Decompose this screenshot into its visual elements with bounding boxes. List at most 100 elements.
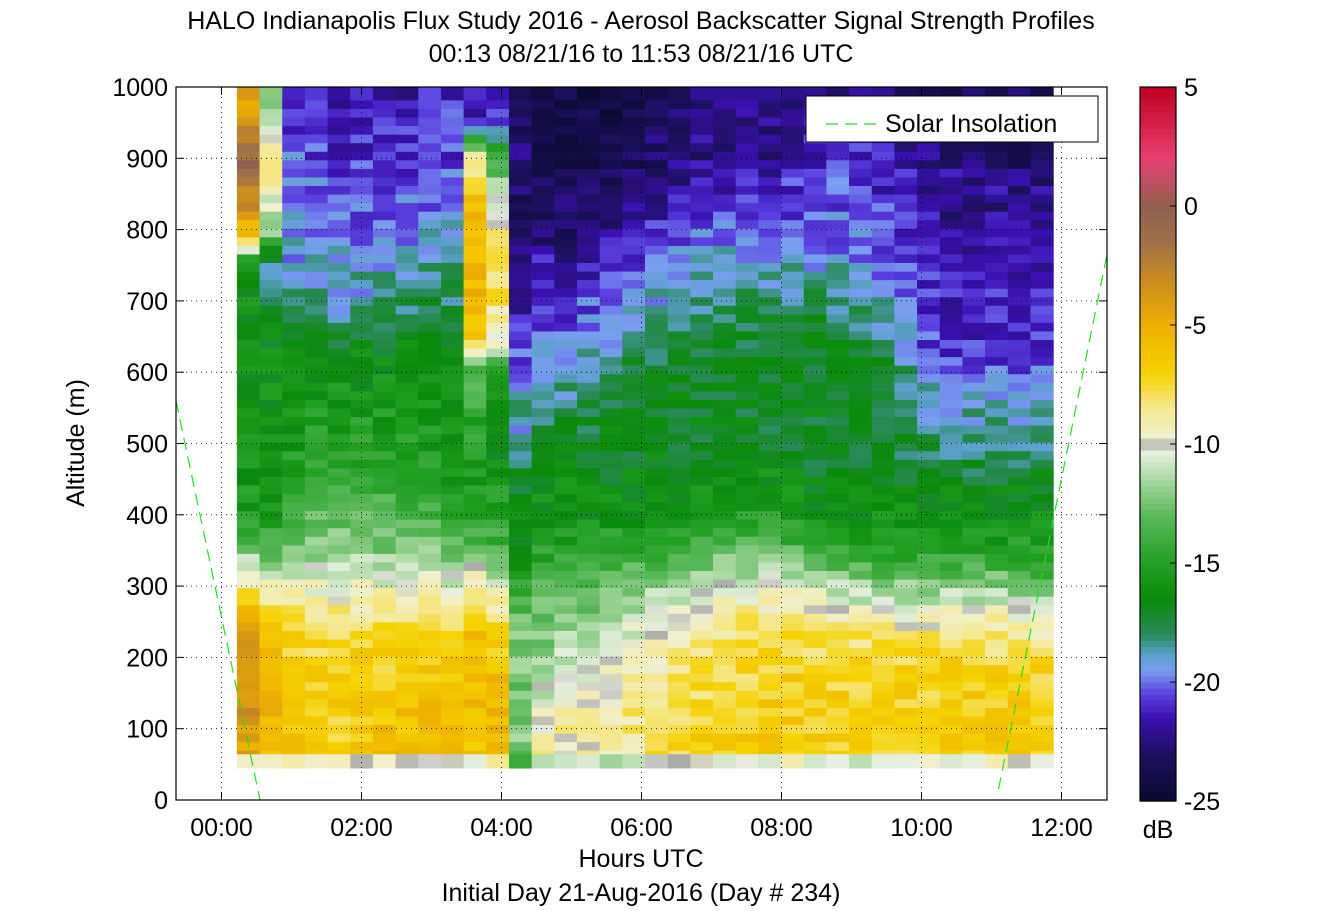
heatmap-cell [622, 450, 646, 460]
heatmap-cell [849, 347, 873, 358]
heatmap-cell [826, 613, 850, 623]
heatmap-cell [826, 185, 850, 195]
heatmap-cell [327, 450, 351, 460]
heatmap-cell [826, 176, 850, 186]
heatmap-cell [463, 108, 487, 118]
heatmap-cell [690, 753, 714, 769]
heatmap-cell [554, 87, 578, 101]
heatmap-cell [508, 698, 533, 708]
heatmap-cell [894, 467, 918, 477]
heatmap-cell [304, 715, 329, 726]
heatmap-cell [599, 390, 623, 400]
heatmap-cell [236, 236, 261, 246]
heatmap-cell [781, 561, 805, 572]
heatmap-cell [599, 750, 623, 755]
heatmap-cell [849, 168, 873, 178]
heatmap-cell [554, 399, 578, 409]
colorbar-band [1140, 753, 1176, 760]
heatmap-cell [350, 262, 374, 272]
x-axis-label: Hours UTC [578, 845, 703, 873]
heatmap-cell [803, 638, 827, 649]
heatmap-cell [599, 305, 623, 315]
heatmap-cell [395, 365, 419, 375]
heatmap-cell [599, 638, 623, 649]
heatmap-cell [1030, 176, 1054, 186]
heatmap-cell [622, 373, 646, 383]
heatmap-cell [758, 228, 782, 238]
heatmap-cell [508, 125, 533, 135]
heatmap-cell [236, 750, 261, 755]
heatmap-cell [418, 151, 442, 161]
heatmap-cell [395, 279, 419, 289]
heatmap-cell [667, 313, 691, 323]
heatmap-cell [259, 168, 283, 178]
heatmap-cell [781, 313, 805, 323]
heatmap-cell [599, 613, 623, 623]
heatmap-cell [781, 87, 805, 101]
heatmap-cell [758, 407, 782, 418]
heatmap-cell [735, 673, 759, 683]
heatmap-cell [690, 313, 714, 323]
heatmap-cell [735, 347, 759, 358]
heatmap-cell [735, 613, 759, 623]
heatmap-cell [645, 279, 669, 289]
heatmap-cell [826, 544, 850, 554]
heatmap-cell [939, 544, 964, 554]
heatmap-cell [554, 698, 578, 708]
heatmap-cell [599, 399, 623, 409]
heatmap-cell [372, 87, 397, 101]
heatmap-cell [576, 313, 601, 323]
heatmap-cell [486, 339, 510, 349]
heatmap-cell [463, 707, 487, 717]
heatmap-cell [962, 741, 986, 751]
heatmap-cell [259, 159, 283, 169]
heatmap-cell [282, 236, 306, 246]
heatmap-cell [327, 270, 351, 281]
heatmap-cell [985, 690, 1009, 700]
heatmap-cell [236, 313, 261, 323]
heatmap-cell [531, 313, 555, 323]
heatmap-cell [1030, 638, 1054, 649]
heatmap-cell [917, 151, 941, 161]
heatmap-cell [622, 253, 646, 263]
heatmap-cell [713, 125, 737, 135]
heatmap-cell [645, 690, 669, 700]
heatmap-cell [690, 484, 714, 495]
heatmap-cell [1030, 322, 1054, 332]
heatmap-cell [554, 476, 578, 486]
heatmap-cell [440, 228, 465, 238]
heatmap-cell [826, 673, 850, 683]
heatmap-cell [645, 313, 669, 323]
heatmap-cell [486, 732, 510, 743]
heatmap-cell [713, 185, 737, 195]
heatmap-cell [440, 399, 465, 409]
heatmap-cell [1030, 330, 1054, 341]
heatmap-cell [304, 493, 329, 503]
heatmap-cell [939, 753, 964, 769]
heatmap-cell [962, 613, 986, 623]
heatmap-cell [735, 185, 759, 195]
heatmap-cell [1030, 510, 1054, 520]
heatmap-cell [713, 459, 737, 469]
heatmap-cell [781, 339, 805, 349]
heatmap-cell [418, 253, 442, 263]
heatmap-cell [826, 424, 850, 435]
heatmap-cell [554, 604, 578, 614]
heatmap-cell [508, 613, 533, 623]
heatmap-cell [395, 570, 419, 580]
heatmap-cell [1007, 373, 1032, 383]
heatmap-cell [894, 493, 918, 503]
heatmap-cell [803, 484, 827, 495]
heatmap-cell [1007, 753, 1032, 769]
heatmap-cell [282, 638, 306, 649]
heatmap-cell [1030, 407, 1054, 418]
heatmap-cell [282, 596, 306, 606]
heatmap-cell [304, 185, 329, 195]
heatmap-cell [531, 442, 555, 452]
heatmap-cell [985, 202, 1009, 212]
heatmap-cell [871, 424, 895, 435]
heatmap-cell [735, 339, 759, 349]
heatmap-cell [849, 578, 873, 589]
heatmap-cell [781, 553, 805, 563]
heatmap-cell [463, 219, 487, 229]
